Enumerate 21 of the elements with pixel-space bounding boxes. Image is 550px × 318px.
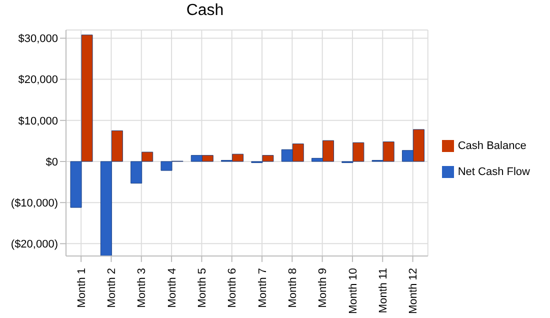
x-tick-label: Month 2 [106,268,118,308]
legend-label: Net Cash Flow [458,166,530,178]
x-tick-label: Month 1 [76,268,88,308]
x-tick-label: Month 9 [317,268,330,308]
y-tick-label: $20,000 [18,74,58,86]
y-tick-label: ($10,000) [10,197,58,210]
x-tick-label: Month 5 [196,268,209,308]
legend-label: Cash Balance [458,140,526,152]
x-tick-label: Month 8 [286,268,299,308]
y-tick-label: ($20,000) [10,238,58,251]
x-tick-label: Month 4 [166,268,178,308]
x-tick-label: Month 10 [347,268,360,314]
x-tick-label: Month 6 [226,268,239,308]
chart-title: Cash [185,2,225,20]
y-tick-label: $10,000 [18,115,58,128]
x-tick-label: Month 3 [136,268,148,308]
y-tick-label: $30,000 [18,33,58,46]
x-tick-label: Month 7 [256,268,269,308]
x-tick-label: Month 11 [377,268,390,314]
x-tick-label: Month 12 [408,268,420,314]
y-tick-label: $0 [46,156,58,168]
